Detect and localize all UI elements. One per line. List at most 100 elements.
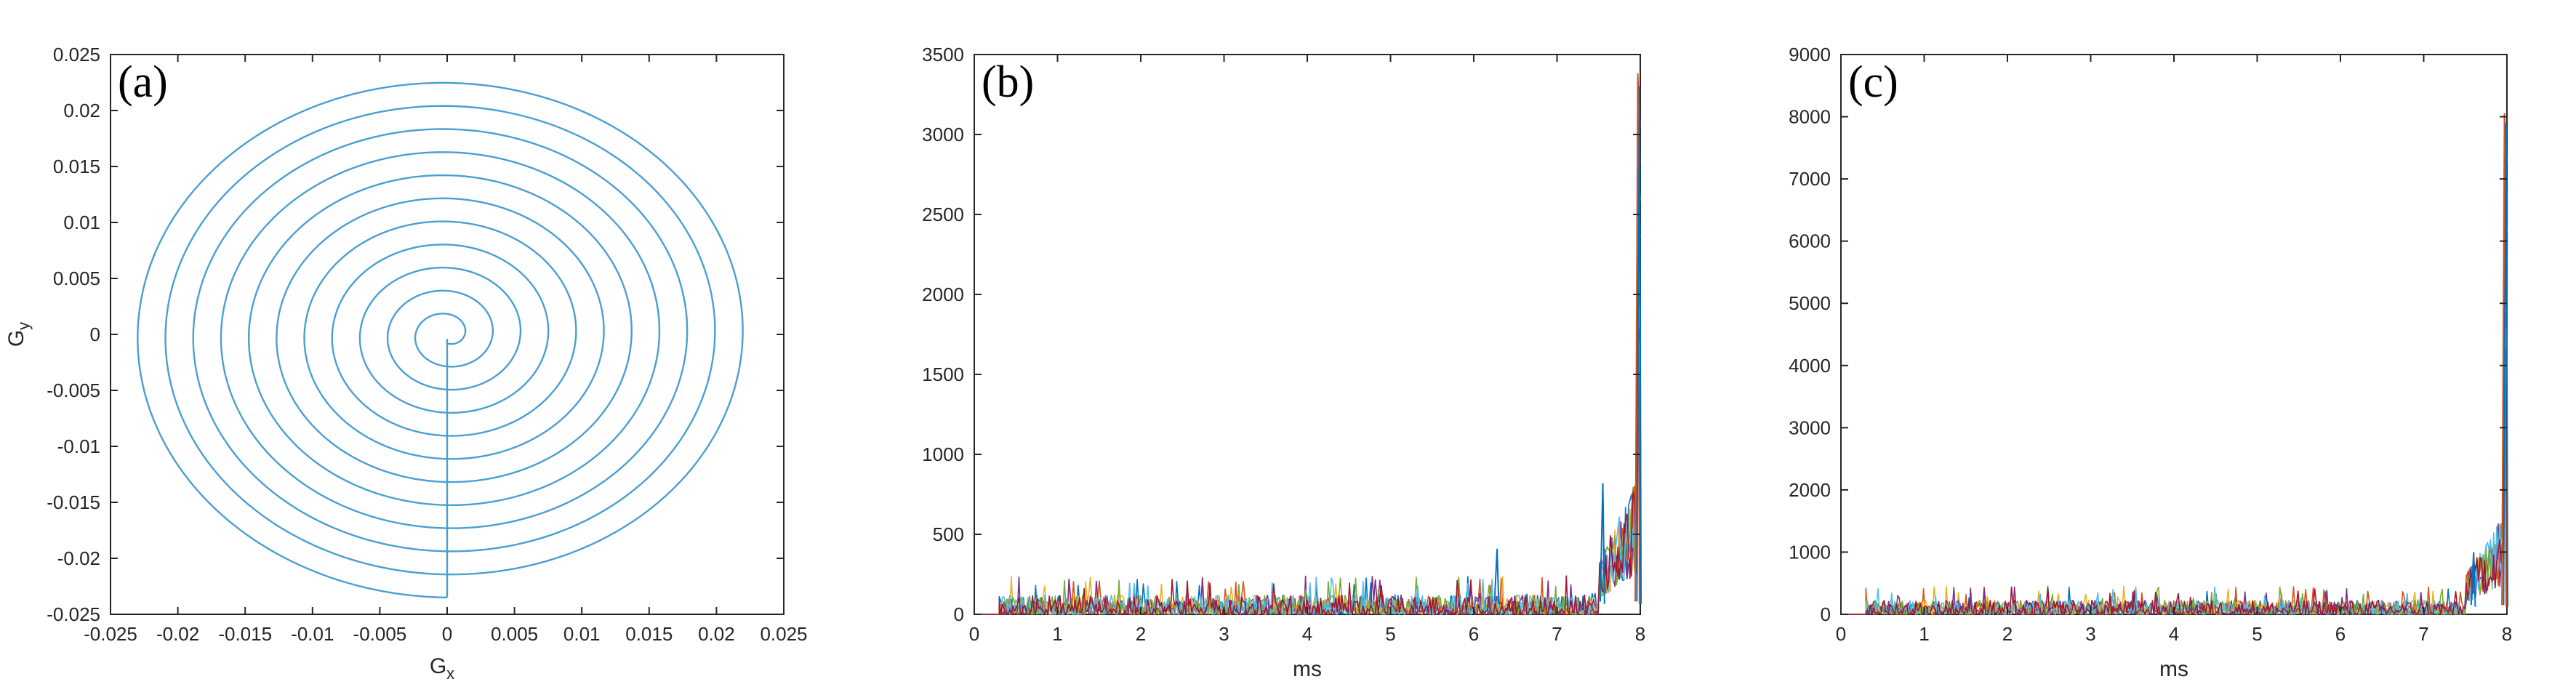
x-tick-label: 2 (2002, 623, 2013, 645)
y-tick-label: 3000 (922, 124, 964, 145)
plot-area-c (1840, 54, 2508, 615)
x-tick-label: -0.02 (156, 623, 199, 645)
y-tick-label: 7000 (1789, 168, 1831, 190)
y-tick-label: 1000 (922, 443, 964, 465)
y-tick-label: 8000 (1789, 106, 1831, 128)
x-tick-label: 6 (2335, 623, 2346, 645)
y-tick-label: 4000 (1789, 355, 1831, 377)
y-tick-label: 0.025 (53, 44, 100, 65)
x-tick-label: 0 (1836, 623, 1846, 645)
signal-trace (974, 235, 1641, 615)
panel-a: -0.025 -0.02 -0.015 -0.01 -0.005 0 0.005 0.01 0.… (4, 44, 808, 683)
peak-trace (2470, 552, 2476, 607)
peak-trace (2501, 113, 2507, 607)
y-axis-label-a-sub: y (15, 322, 33, 330)
ticks-a: -0.025 -0.02 -0.015 -0.01 -0.005 0 0.005 0.01 0.… (47, 44, 807, 645)
y-tick-label: 2000 (922, 284, 964, 305)
x-tick-label: -0.005 (353, 623, 407, 645)
y-tick-label: 2000 (1789, 479, 1831, 501)
y-tick-label: 0 (1821, 603, 1831, 625)
panel-label-a: (a) (118, 57, 168, 107)
x-tick-label: 8 (2502, 623, 2512, 645)
peak-trace (1600, 483, 1605, 604)
x-tick-label: 3 (1219, 623, 1229, 645)
series-a (137, 81, 744, 599)
x-tick-label: 3 (2085, 623, 2095, 645)
y-tick-label: 0.015 (53, 156, 100, 177)
series-c (1841, 113, 2509, 615)
peak-trace (2503, 123, 2509, 607)
signal-trace (974, 154, 1641, 615)
y-tick-label: 1500 (922, 363, 964, 385)
signal-trace (1841, 338, 2508, 615)
x-axis-label-a-sub: x (446, 664, 454, 683)
x-tick-label: -0.015 (218, 623, 272, 645)
x-tick-label: 1 (1052, 623, 1062, 645)
y-tick-label: -0.01 (57, 435, 100, 457)
x-tick-label: 0.015 (625, 623, 673, 645)
x-tick-label: 4 (1302, 623, 1312, 645)
x-tick-label: 0.005 (491, 623, 538, 645)
ticks-c: 0 1 2 3 4 5 6 7 8 0 1000 2000 3000 4000 5000 6000 7000 80… (1789, 44, 2512, 645)
y-axis-label-a: Gy (4, 322, 33, 347)
x-tick-label: 0 (969, 623, 979, 645)
x-tick-label: 4 (2169, 623, 2179, 645)
signal-trace (974, 276, 1641, 615)
y-tick-label: 3000 (1789, 417, 1831, 438)
y-tick-label: 2500 (922, 204, 964, 225)
panel-label-c: (c) (1848, 57, 1898, 107)
y-tick-label: -0.005 (47, 379, 100, 401)
y-tick-label: 5000 (1789, 292, 1831, 314)
signal-trace (1841, 225, 2508, 615)
y-tick-label: 0 (90, 324, 100, 345)
x-tick-label: 7 (1552, 623, 1562, 645)
signal-trace (1841, 150, 2508, 615)
y-tick-label: 0.005 (53, 268, 100, 289)
signal-trace (1841, 300, 2508, 615)
x-tick-label: 8 (1635, 623, 1645, 645)
y-tick-label: 1000 (1789, 541, 1831, 563)
x-axis-label-c: ms (2159, 657, 2188, 681)
y-tick-label: 0 (954, 603, 964, 625)
y-tick-label: 3500 (922, 44, 964, 65)
y-tick-label: 500 (933, 523, 964, 545)
x-tick-label: -0.025 (84, 623, 137, 645)
ticks-b: 0 1 2 3 4 5 6 7 8 0 500 1000 1500 2000 2500 3000 3500 (922, 44, 1645, 645)
x-tick-label: 0.02 (698, 623, 735, 645)
signal-trace (974, 73, 1641, 615)
x-tick-label: 0 (442, 623, 452, 645)
x-tick-label: 5 (2252, 623, 2262, 645)
signal-trace (974, 316, 1641, 615)
y-tick-label: 0.01 (63, 212, 100, 233)
panel-b: 0 1 2 3 4 5 6 7 8 0 500 1000 1500 2000 2500 3000 3500 (b… (922, 44, 1645, 681)
x-tick-label: 7 (2418, 623, 2428, 645)
signal-trace (974, 194, 1641, 615)
x-tick-label: 5 (1385, 623, 1395, 645)
y-tick-label: 6000 (1789, 230, 1831, 252)
x-axis-label-a-main: G (430, 654, 446, 678)
signal-trace (1841, 263, 2508, 615)
signal-trace (1841, 113, 2508, 615)
x-axis-label-b: ms (1293, 657, 1322, 681)
spiral-trajectory (137, 81, 744, 599)
x-tick-label: 6 (1469, 623, 1479, 645)
y-tick-label: -0.02 (57, 547, 100, 569)
y-tick-label: -0.015 (47, 491, 100, 513)
peak-trace (1636, 86, 1642, 604)
x-tick-label: 1 (1919, 623, 1929, 645)
x-tick-label: 0.01 (563, 623, 601, 645)
y-axis-label-a-main: G (4, 330, 28, 347)
y-tick-label: -0.025 (47, 603, 100, 625)
signal-trace (974, 113, 1641, 615)
series-b (974, 73, 1642, 615)
panel-c: 0 1 2 3 4 5 6 7 8 0 1000 2000 3000 4000 5000 6000 7000 80… (1789, 44, 2512, 681)
peak-trace (1493, 548, 1500, 604)
x-axis-label-a: Gx (430, 654, 454, 683)
plot-area-b (974, 54, 1641, 615)
peak-trace (1634, 73, 1640, 604)
panel-label-b: (b) (982, 57, 1034, 107)
y-tick-label: 9000 (1789, 44, 1831, 65)
x-tick-label: 2 (1136, 623, 1146, 645)
y-tick-label: 0.02 (63, 100, 100, 121)
